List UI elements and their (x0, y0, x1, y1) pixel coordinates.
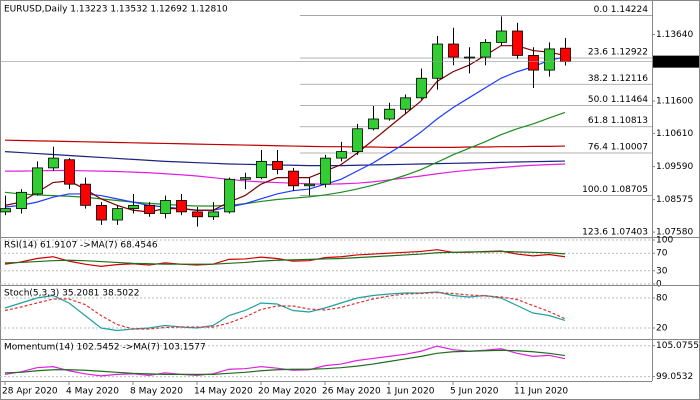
indicator-line (4, 150, 566, 167)
candle-body (288, 170, 299, 187)
x-tick-label: 28 Apr 2020 (2, 387, 58, 397)
candle-body (208, 211, 219, 218)
candle-body (448, 43, 459, 58)
fib-label: 0.0 1.14224 (594, 5, 649, 15)
x-tick-label: 8 May 2020 (130, 387, 183, 397)
indicator-line (4, 56, 566, 211)
y-tick-label: 1.07580 (656, 228, 693, 238)
y-tick-label: 1.13640 (656, 30, 693, 40)
x-tick-label: 14 May 2020 (194, 387, 253, 397)
x-tick-label: 4 May 2020 (66, 387, 119, 397)
y-tick-label: 1.11600 (656, 97, 693, 107)
y-tick-label: 0 (656, 280, 662, 290)
fib-label: 61.8 1.10813 (588, 116, 648, 126)
fib-label: 76.4 1.10007 (588, 142, 648, 152)
y-tick-label: 100 (656, 236, 673, 246)
candle-body (0, 208, 11, 213)
panel-title: Stoch(5,3,3) 35.2081 38.5022 (4, 289, 139, 299)
candle-body (240, 177, 251, 180)
candle-body (432, 43, 443, 79)
fib-label: 100.0 1.08705 (582, 185, 648, 195)
fib-label: 38.2 1.12116 (588, 74, 648, 84)
candle-body (496, 30, 507, 43)
panel-title: RSI(14) 61.9107 ->MA(7) 68.4546 (4, 241, 158, 251)
candle-body (112, 208, 123, 221)
candle-body (336, 151, 347, 159)
panel-title: Momentum(14) 102.5452 ->MA(7) 103.1577 (4, 343, 206, 353)
indicator-line (4, 291, 566, 330)
y-tick-label: 30 (656, 266, 668, 276)
candle-body (128, 204, 139, 210)
candle-body (512, 30, 523, 56)
x-tick-label: 20 May 2020 (258, 387, 317, 397)
y-tick-label: 70 (656, 249, 668, 259)
candle-body (304, 183, 315, 187)
candle-body (368, 118, 379, 130)
candle-body (144, 204, 155, 214)
candle-body (16, 191, 27, 210)
indicator-line (4, 291, 566, 332)
y-tick-label: 99.0532 (656, 372, 693, 382)
x-tick-label: 5 Jun 2020 (450, 387, 499, 397)
candle-body (480, 42, 491, 58)
y-tick-label: 1.10610 (656, 129, 693, 139)
x-tick-label: 11 Jun 2020 (514, 387, 568, 397)
candle-body (176, 200, 187, 213)
indicator-line (5, 163, 566, 185)
price-marker-label: 1.12810 (656, 57, 693, 67)
candle-body (80, 183, 91, 206)
candle-body (48, 157, 59, 169)
y-tick-label: 20 (656, 324, 668, 334)
candle-body (544, 48, 555, 71)
indicator-line (4, 349, 566, 375)
fib-label: 23.6 1.12922 (588, 47, 648, 57)
candle-body (320, 157, 331, 185)
candle-body (64, 159, 75, 185)
candle-body (272, 160, 283, 170)
candle-body (384, 108, 395, 120)
fib-label: 50.0 1.11464 (588, 95, 648, 105)
candle-body (352, 128, 363, 152)
candle-body (192, 211, 203, 218)
candle-body (224, 178, 235, 213)
candle-body (256, 160, 267, 179)
y-tick-label: 1.08575 (656, 195, 693, 205)
candle-body (160, 200, 171, 214)
candle-body (96, 204, 107, 221)
y-tick-label: 80 (656, 294, 668, 304)
x-tick-label: 1 Jun 2020 (386, 387, 435, 397)
candle-body (560, 47, 571, 63)
panel-title: EURUSD,Daily 1.13223 1.13532 1.12692 1.1… (4, 5, 228, 15)
candle-body (528, 55, 539, 71)
indicator-line (4, 45, 566, 213)
fib-label: 123.6 1.07403 (582, 227, 648, 237)
price-marker-box (653, 55, 699, 68)
x-tick-label: 26 May 2020 (322, 387, 381, 397)
candle-body (464, 56, 475, 59)
indicator-line (4, 111, 566, 207)
y-tick-label: 105.0755 (656, 341, 699, 351)
candle-body (400, 97, 411, 110)
candle-body (32, 167, 43, 195)
indicator-line (4, 250, 566, 265)
candle-body (416, 77, 427, 99)
y-tick-label: 1.09590 (656, 162, 693, 172)
